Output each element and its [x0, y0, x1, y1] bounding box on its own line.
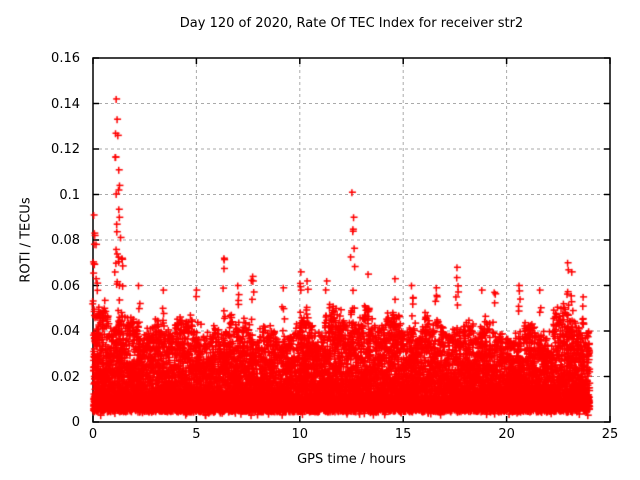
- x-tick-label: 10: [291, 427, 309, 442]
- y-tick-label: 0: [71, 415, 80, 430]
- chart-title: Day 120 of 2020, Rate Of TEC Index for r…: [179, 16, 524, 31]
- y-tick-label: 0.04: [51, 324, 80, 339]
- y-tick-label: 0.06: [51, 278, 80, 294]
- x-tick-label: 5: [192, 427, 201, 442]
- x-tick-label: 0: [88, 427, 98, 442]
- x-tick-label: 20: [498, 427, 515, 442]
- x-tick-label: 15: [394, 427, 412, 442]
- y-tick-label: 0.14: [51, 96, 80, 112]
- x-axis-label: GPS time / hours: [297, 452, 406, 467]
- y-tick-label: 0.12: [51, 142, 80, 157]
- y-tick-label: 0.16: [51, 51, 80, 66]
- y-tick-label: 0.08: [51, 233, 80, 248]
- y-tick-label: 0.1: [59, 187, 80, 203]
- x-tick-label: 25: [601, 427, 619, 442]
- y-tick-label: 0.02: [51, 369, 80, 385]
